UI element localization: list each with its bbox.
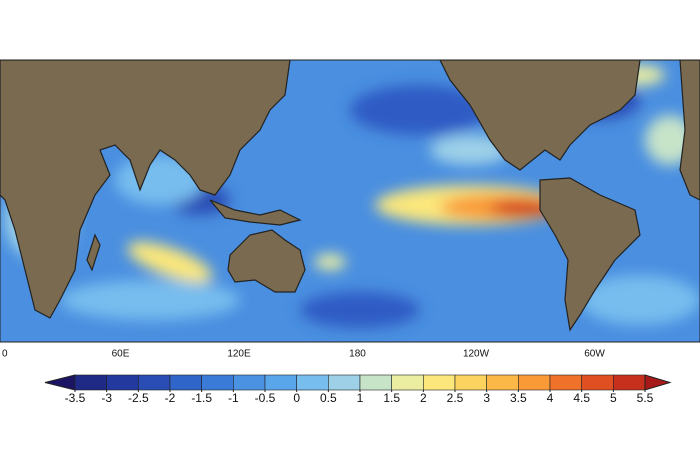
colorbar-tick-label: -1.5 [191, 391, 212, 405]
colorbar-box [613, 374, 646, 391]
colorbar-box [518, 374, 551, 391]
europe-east [679, 60, 700, 201]
colorbar-tick-label: 0.5 [320, 391, 337, 405]
colorbar-box [581, 374, 614, 391]
south-america [539, 177, 641, 332]
colorbar-tick-label: -0.5 [255, 391, 276, 405]
colorbar-box [138, 374, 171, 391]
colorbar-tick-label: 3 [483, 391, 490, 405]
colorbar-box [391, 374, 424, 391]
longitude-labels: 0 60E 120E 180 120W 60W [2, 349, 605, 360]
colorbar-box [264, 374, 297, 391]
longitude-label: 60E [112, 349, 130, 360]
colorbar-box [454, 374, 487, 391]
colorbar-box [423, 374, 456, 391]
colorbar-box [169, 374, 202, 391]
longitude-label: 120W [463, 349, 490, 360]
indonesia [209, 199, 302, 226]
colorbar-tick-label: -2.5 [128, 391, 149, 405]
colorbar-box [486, 374, 519, 391]
colorbar-tick-label: -3.5 [65, 391, 86, 405]
colorbar-tick-label: 5.5 [637, 391, 654, 405]
colorbar-arrow-high [644, 374, 672, 391]
colorbar-arrow-low [44, 374, 76, 391]
colorbar-box [201, 374, 234, 391]
longitude-label: 60W [584, 349, 605, 360]
colorbar-tick-label: -1 [228, 391, 239, 405]
colorbar-box [233, 374, 266, 391]
map-frame [0, 59, 700, 343]
colorbar-tick-label: -3 [101, 391, 112, 405]
colorbar-tick-label: 2 [420, 391, 427, 405]
colorbar-tick-label: -2 [165, 391, 176, 405]
australia [227, 229, 306, 293]
colorbar-tick-label: 0 [293, 391, 300, 405]
colorbar-box [359, 374, 392, 391]
longitude-label: 180 [349, 349, 366, 360]
africa-eurasia [0, 60, 291, 319]
colorbar-tick-label: 2.5 [447, 391, 464, 405]
colorbar-tick-label: 1 [357, 391, 364, 405]
colorbar-box [296, 374, 329, 391]
colorbar-tick-label: 5 [610, 391, 617, 405]
longitude-label: 0 [2, 349, 8, 360]
colorbar-box [549, 374, 582, 391]
map [0, 60, 700, 342]
colorbar-box [106, 374, 139, 391]
colorbar-box [328, 374, 361, 391]
colorbar-tick-label: 3.5 [510, 391, 527, 405]
colorbar-tick-label: 4.5 [573, 391, 590, 405]
colorbar: -3.5 -3 -2.5 -2 -1.5 -1 -0.5 0 0.5 1 1.5 2 2.5 3 3.5 4 4… [44, 374, 672, 405]
colorbar-tick-label: 1.5 [383, 391, 400, 405]
colorbar-box [74, 374, 107, 391]
north-america [439, 60, 641, 171]
longitude-label: 120E [227, 349, 251, 360]
madagascar [86, 233, 101, 272]
colorbar-tick-label: 4 [547, 391, 554, 405]
